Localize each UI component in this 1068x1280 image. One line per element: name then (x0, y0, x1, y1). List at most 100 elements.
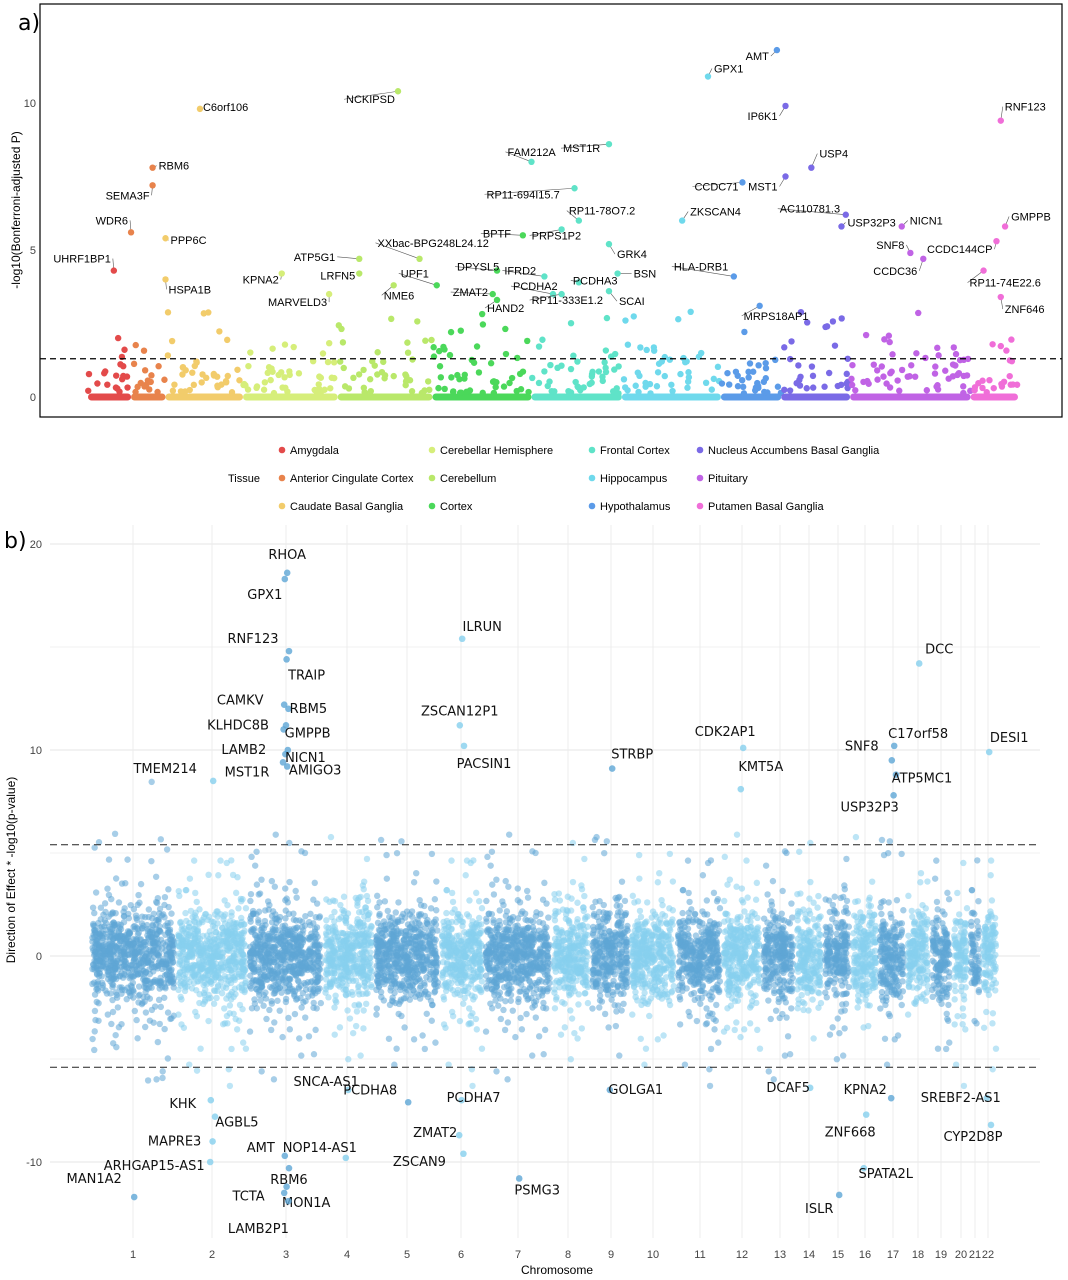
panel-a-point (913, 350, 920, 357)
panel-b-point (331, 897, 339, 905)
panel-b-point (554, 961, 562, 969)
panel-a-baseline-band (337, 393, 433, 401)
panel-b-point (113, 994, 121, 1001)
panel-b-point (412, 961, 419, 968)
panel-a-point (570, 352, 577, 359)
panel-a-point (121, 346, 128, 353)
panel-b-point (154, 1038, 162, 1046)
panel-b-point (248, 979, 255, 986)
panel-b-point (279, 1033, 286, 1041)
panel-a-point (795, 362, 802, 369)
panel-a-point (441, 346, 448, 353)
panel-a-point (843, 370, 850, 378)
panel-b-point (133, 1016, 140, 1024)
panel-b-point (478, 905, 486, 912)
panel-b-point (362, 990, 370, 997)
panel-b-point (385, 1035, 393, 1042)
panel-b-point (138, 1000, 146, 1008)
panel-b-point (377, 836, 385, 844)
panel-a-gene-label: UHRF1BP1 (53, 254, 110, 266)
panel-a-point (275, 371, 282, 379)
panel-b-point (236, 963, 243, 970)
panel-b-point (567, 930, 574, 938)
panel-a-point (886, 338, 893, 346)
panel-a-point (190, 381, 198, 389)
panel-b-xtick-label: 4 (344, 1249, 350, 1261)
panel-a-ytick-label: 10 (24, 98, 36, 110)
panel-b-point (118, 1020, 125, 1028)
panel-a-point (475, 369, 483, 376)
panel-b-point (230, 954, 237, 961)
panel-b-point (142, 981, 149, 988)
panel-b-point (225, 973, 232, 981)
panel-a-gene-label: XXbac-BPG248L24.12 (378, 238, 489, 250)
panel-a-gene-point (127, 229, 135, 236)
panel-b-point (104, 1011, 112, 1018)
panel-b-point (175, 1011, 182, 1018)
panel-a-gene-point (1001, 223, 1009, 230)
panel-a-point (247, 349, 254, 356)
panel-b-point (168, 910, 175, 917)
panel-b-point (555, 935, 562, 943)
panel-b-point (208, 980, 215, 987)
panel-b-point (240, 929, 247, 937)
panel-b-point (420, 944, 427, 952)
panel-b-point (202, 986, 209, 994)
panel-b-point (91, 991, 99, 998)
panel-b-point (387, 984, 395, 991)
panel-b-point (477, 929, 484, 937)
panel-b-point (152, 921, 160, 928)
panel-a-point (295, 370, 303, 377)
panel-b-point (567, 990, 575, 997)
panel-a-gene-point (739, 179, 746, 186)
panel-b-point (107, 978, 114, 985)
panel-a-point (734, 372, 741, 379)
panel-a-point (636, 372, 643, 380)
panel-a-gene-label: RNF123 (1005, 102, 1046, 114)
panel-b-point (221, 1005, 228, 1012)
panel-b-point (456, 959, 463, 966)
panel-b-point (258, 924, 266, 932)
panel-b-point (513, 979, 520, 986)
panel-a-point (889, 351, 896, 358)
panel-b-point (523, 970, 530, 977)
panel-a-point (650, 347, 658, 354)
panel-b-point (572, 970, 580, 977)
panel-a-point (1008, 336, 1015, 343)
panel-a-point (654, 369, 662, 376)
panel-a-gene-label: ZKSCAN4 (690, 207, 741, 219)
panel-b-point (91, 1028, 98, 1035)
panel-a-point (803, 319, 811, 326)
panel-b-point (283, 930, 291, 938)
panel-a-gene-point (782, 102, 789, 110)
panel-a-point (381, 372, 389, 379)
panel-b-point (226, 923, 233, 931)
panel-b-point (564, 893, 571, 900)
panel-b-point (355, 894, 363, 901)
panel-a-point (595, 368, 603, 375)
panel-b-point (102, 930, 109, 938)
panel-b-point (345, 1056, 352, 1063)
panel-b-point (469, 937, 477, 944)
panel-b-point (367, 974, 375, 981)
panel-b-point (401, 1024, 408, 1031)
panel-a-gene-label: ZMAT2 (453, 287, 488, 299)
panel-b-point (507, 997, 514, 1004)
panel-b-point (164, 1055, 172, 1062)
panel-b-point (204, 959, 211, 966)
panel-a-gene-label: MRPS18AP1 (744, 311, 809, 323)
panel-b-point (561, 983, 568, 990)
panel-b-point (156, 979, 163, 986)
panel-a-point (682, 358, 689, 366)
panel-a-gene-label: DPYSL5 (457, 262, 499, 274)
panel-b-point (223, 943, 230, 950)
panel-b-point (252, 950, 260, 958)
panel-b-point (248, 853, 255, 861)
panel-b-point (91, 909, 98, 917)
panel-b-point (161, 914, 168, 921)
panel-b-point (411, 953, 418, 960)
panel-b-point (423, 919, 430, 926)
panel-a-gene-leader (967, 270, 984, 283)
panel-b-point (251, 862, 259, 869)
panel-b-point (89, 1035, 96, 1043)
